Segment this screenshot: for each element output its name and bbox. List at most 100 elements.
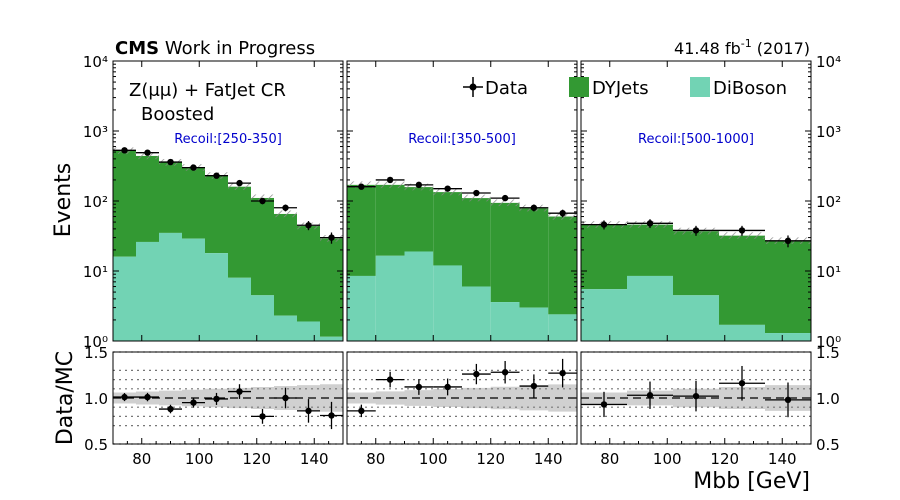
y-tick-label-left: 10³ (83, 123, 108, 141)
data-point (144, 149, 151, 156)
panel-3: Recoil:[500-1000] (580, 60, 812, 342)
diboson-bar (320, 336, 343, 341)
data-point (738, 227, 746, 234)
data-point (501, 194, 509, 202)
ratio-point (473, 370, 480, 378)
ratio-point (358, 407, 365, 415)
diboson-bar (462, 286, 491, 341)
diboson-bar (113, 256, 136, 341)
recoil-label: Recoil:[250-350] (174, 132, 282, 147)
data-point (784, 237, 792, 245)
ratio-point (530, 382, 538, 390)
data-point (190, 164, 197, 171)
data-point (473, 189, 480, 197)
ratio-point (282, 394, 289, 402)
ratio-tick-label-right: 0.5 (816, 436, 840, 454)
legend: Data DYJets DiBoson (463, 77, 787, 99)
ratio-tick-label-left: 0.5 (84, 436, 108, 454)
diboson-bar (765, 333, 811, 341)
mc-uncertainty (462, 194, 491, 202)
dyjets-bar (205, 175, 228, 254)
dyjets-bar (375, 184, 405, 256)
dyjets-bar (320, 238, 343, 337)
y-tick-label-left: 10¹ (83, 263, 108, 281)
dyjets-bar (159, 162, 182, 233)
dyjets-bar (519, 208, 549, 308)
ratio-point (236, 388, 243, 395)
cms-label: CMS Work in Progress (115, 38, 315, 59)
ratio-point (144, 393, 151, 401)
y-tick-label-left: 10⁴ (83, 53, 108, 71)
data-point (213, 172, 220, 179)
data-point (259, 197, 266, 205)
diboson-bar (433, 265, 462, 341)
diboson-bar (274, 315, 297, 341)
dyjets-bar (581, 224, 627, 290)
ratio-point (190, 399, 197, 406)
data-point (530, 204, 538, 211)
lumi-label: 41.48 fb-1 (2017) (674, 37, 810, 58)
ratio-point (738, 380, 746, 387)
diboson-bar (136, 241, 159, 341)
diboson-bar (375, 255, 405, 341)
dyjets-bar (490, 202, 520, 303)
dyjets-bar (113, 150, 136, 257)
ratio-point (415, 383, 423, 391)
mc-uncertainty (375, 181, 405, 189)
dyjets-bar (251, 197, 274, 296)
ratio-point (692, 392, 700, 400)
y-tick-label-right: 10⁰ (816, 333, 841, 351)
dyjets-bar (136, 155, 159, 242)
recoil-label: Recoil:[350-500] (408, 132, 516, 147)
diboson-bar (519, 307, 549, 341)
top-panels: Recoil:[250-350] Recoil:[350-500] Recoil:[… (83, 53, 841, 351)
ratio-panel-3: 80 100 120 140 (580, 351, 812, 468)
ratio-point (305, 407, 312, 415)
x-tick-label: 80 (600, 450, 619, 468)
x-tick-label: 100 (419, 450, 448, 468)
data-point (236, 179, 243, 187)
data-point (692, 227, 700, 234)
data-point (121, 147, 128, 154)
y-axis-title-top: Events (51, 163, 76, 238)
diboson-bar (347, 275, 376, 341)
ratio-tick-label-right: 1.0 (816, 390, 840, 408)
diboson-bar (404, 251, 434, 341)
dyjets-bar (297, 226, 320, 322)
x-axis-title: Mbb [GeV] (693, 469, 810, 494)
x-tick-label: 140 (534, 450, 563, 468)
diboson-bar (548, 314, 577, 341)
ratio-point (328, 412, 335, 419)
ratio-panel-2: 80 100 120 140 (346, 351, 578, 468)
dyjets-bar (673, 231, 719, 296)
mc-uncertainty (274, 210, 297, 218)
x-tick-label: 120 (242, 450, 271, 468)
y-tick-label-right: 10⁴ (816, 53, 841, 71)
diboson-bar (228, 277, 251, 341)
dyjets-bar (548, 216, 577, 315)
data-point (358, 183, 365, 190)
x-tick-label: 100 (653, 450, 682, 468)
dyjets-bar (182, 167, 205, 239)
diboson-bar (490, 302, 520, 341)
diboson-bar (251, 295, 274, 341)
ratio-point (121, 393, 128, 401)
ratio-point (559, 369, 566, 377)
ratio-tick-label-left: 1.5 (84, 344, 108, 362)
x-tick-label: 120 (476, 450, 505, 468)
dyjets-bar (433, 192, 462, 266)
diboson-bar (673, 295, 719, 341)
legend-diboson-swatch (690, 77, 710, 97)
recoil-label: Recoil:[500-1000] (638, 132, 754, 147)
x-tick-label: 80 (366, 450, 385, 468)
ratio-point (600, 401, 608, 408)
ratio-point (784, 396, 792, 404)
dyjets-bar (765, 240, 811, 334)
y-tick-label-right: 10³ (816, 123, 841, 141)
x-tick-label: 140 (768, 450, 797, 468)
ratio-panel-1: 80 100 120 140 (112, 351, 344, 468)
ratio-point (444, 383, 451, 391)
ratio-point (386, 376, 394, 383)
ratio-point (167, 405, 174, 413)
